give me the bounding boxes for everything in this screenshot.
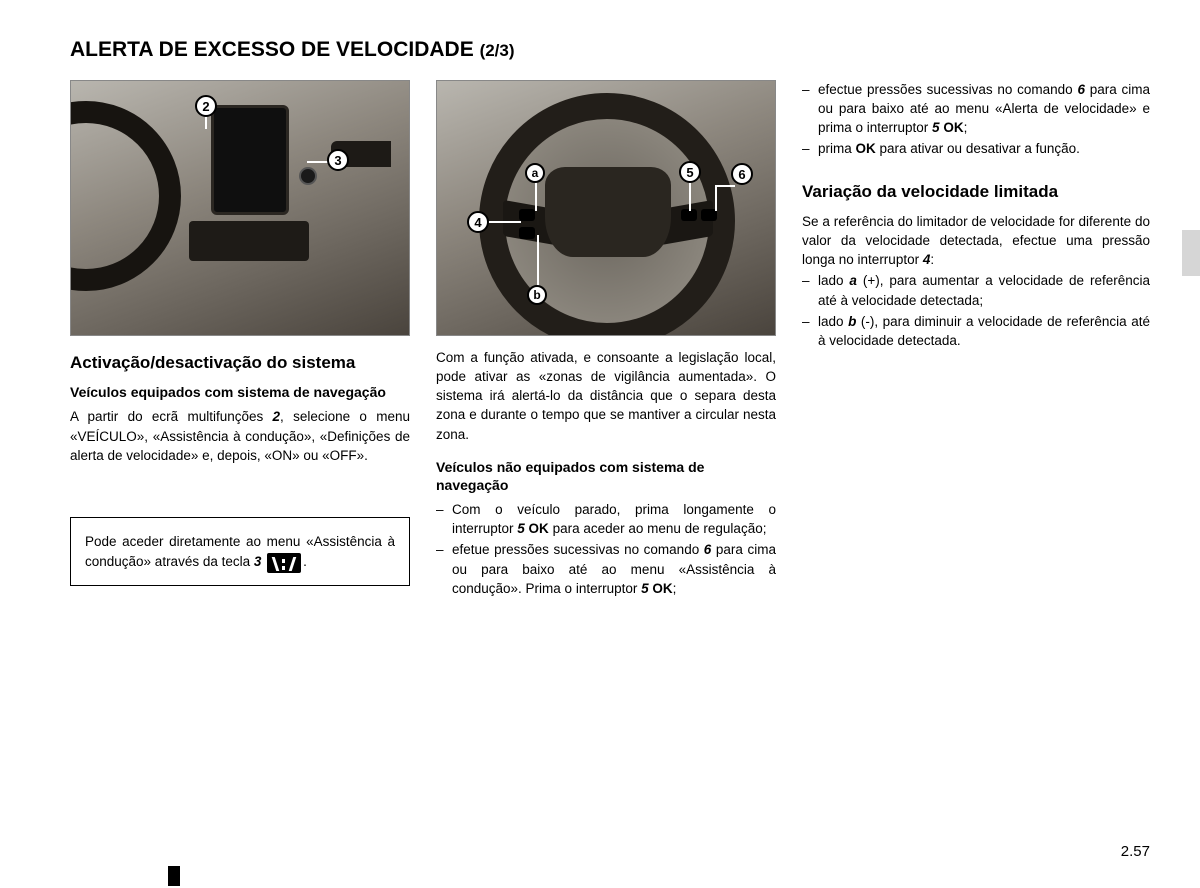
callout-5: 5 xyxy=(679,161,701,183)
leader-2 xyxy=(205,115,207,129)
page-number: 2.57 xyxy=(1121,843,1150,860)
ref-5: 5 xyxy=(641,581,649,596)
leader-6h xyxy=(715,185,735,187)
leader-6v xyxy=(715,185,717,211)
col3-li2: prima OK para ativar ou desativar a funç… xyxy=(802,139,1150,158)
leader-b xyxy=(537,235,539,287)
col3-li1: efectue pressões sucessivas no comando 6… xyxy=(802,80,1150,137)
col2-li2: efetue pressões sucessivas no comando 6 … xyxy=(436,540,776,597)
callout-a: a xyxy=(525,163,545,183)
title-main: ALERTA DE EXCESSO DE VELOCIDADE xyxy=(70,38,480,61)
txt: (+), para aumentar a velocidade de refer… xyxy=(818,273,1150,307)
ref-6: 6 xyxy=(1077,82,1085,97)
ref-3: 3 xyxy=(254,554,262,569)
dash-console-shape xyxy=(189,221,309,261)
txt: lado xyxy=(818,314,848,329)
section-variation-heading: Variação da velocidade limitada xyxy=(802,181,1150,202)
txt: para ativar ou desativar a função. xyxy=(876,141,1080,156)
figure-dashboard: 50841 2 3 xyxy=(70,80,410,336)
ref-5: 5 xyxy=(932,120,940,135)
subsection-nonav-heading: Veículos não equipados com sistema de na… xyxy=(436,458,776,494)
leader-5 xyxy=(689,181,691,211)
txt: lado xyxy=(818,273,849,288)
txt: : xyxy=(930,252,934,267)
note-box: Pode aceder diretamente ao menu «Assistê… xyxy=(70,517,410,586)
col3-list-top: efectue pressões sucessivas no comando 6… xyxy=(802,80,1150,159)
callout-2: 2 xyxy=(195,95,217,117)
wheel-button-a xyxy=(519,209,535,221)
dash-screen-shape xyxy=(211,105,289,215)
col3-li4: lado b (-), para diminuir a velocidade d… xyxy=(802,312,1150,350)
txt: efectue pressões sucessivas no comando xyxy=(818,82,1077,97)
column-2: 51358 a 4 b 5 6 Com a funç xyxy=(436,80,776,600)
note-text: Pode aceder diretamente ao menu «Assistê… xyxy=(85,532,395,573)
txt: ; xyxy=(964,120,968,135)
txt: . xyxy=(303,554,307,569)
col1-paragraph: A partir do ecrã multifunções 2, selecio… xyxy=(70,407,410,464)
callout-b: b xyxy=(527,285,547,305)
col2-li1: Com o veículo parado, prima longamente o… xyxy=(436,500,776,538)
col2-list: Com o veículo parado, prima longamente o… xyxy=(436,500,776,598)
txt: ; xyxy=(673,581,677,596)
ref-2: 2 xyxy=(273,409,281,424)
columns: 50841 2 3 Activação/desactivação do sist… xyxy=(70,80,1150,600)
ok: OK xyxy=(856,141,876,156)
txt: prima xyxy=(818,141,856,156)
callout-4: 4 xyxy=(467,211,489,233)
wheel-hub-shape xyxy=(545,167,671,257)
lane-assist-icon xyxy=(267,553,301,573)
col2-p1: Com a função ativada, e consoante a legi… xyxy=(436,348,776,444)
subsection-nav-heading: Veículos equipados com sistema de navega… xyxy=(70,383,410,401)
dash-knob-shape xyxy=(299,167,317,185)
callout-3: 3 xyxy=(327,149,349,171)
callout-6: 6 xyxy=(731,163,753,185)
footer-mark xyxy=(168,866,180,886)
txt: para aceder ao menu de regulação; xyxy=(549,521,767,536)
section-activation-heading: Activação/desactivação do sistema xyxy=(70,352,410,373)
wheel-button-b xyxy=(519,227,535,239)
col3-p1: Se a referência do limitador de velocida… xyxy=(802,212,1150,269)
ok: OK xyxy=(649,581,673,596)
title-part: (2/3) xyxy=(480,41,515,60)
txt: Se a referência do limitador de velocida… xyxy=(802,214,1150,267)
figure-steering-wheel: 51358 a 4 b 5 6 xyxy=(436,80,776,336)
ref-5: 5 xyxy=(517,521,525,536)
txt: Pode aceder diretamente ao menu «Assistê… xyxy=(85,534,395,569)
page-title: ALERTA DE EXCESSO DE VELOCIDADE (2/3) xyxy=(70,38,1150,62)
ref-a: a xyxy=(849,273,857,288)
leader-4 xyxy=(487,221,521,223)
col3-list-bottom: lado a (+), para aumentar a velocidade d… xyxy=(802,271,1150,350)
txt: (-), para diminuir a velocidade de refer… xyxy=(818,314,1150,348)
txt: A partir do ecrã multifunções xyxy=(70,409,273,424)
side-tab xyxy=(1182,230,1200,276)
ok: OK xyxy=(940,120,964,135)
column-3: efectue pressões sucessivas no comando 6… xyxy=(802,80,1150,600)
txt: efetue pressões sucessivas no comando xyxy=(452,542,704,557)
dash-wheel-shape xyxy=(70,101,181,291)
ok: OK xyxy=(525,521,549,536)
col3-li3: lado a (+), para aumentar a velocidade d… xyxy=(802,271,1150,309)
leader-a xyxy=(535,181,537,211)
column-1: 50841 2 3 Activação/desactivação do sist… xyxy=(70,80,410,600)
